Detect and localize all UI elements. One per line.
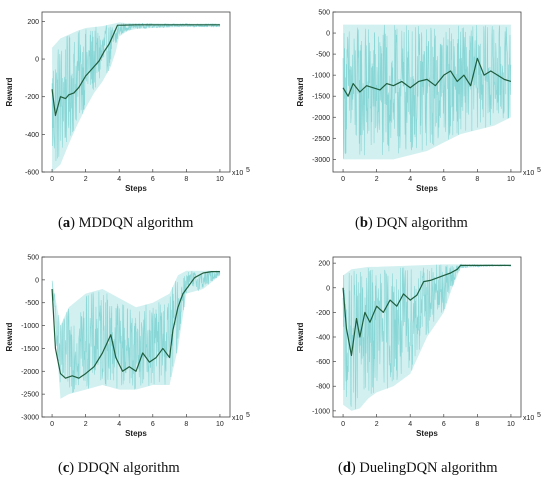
x-tick-label: 10: [507, 421, 515, 428]
x-multiplier: x10: [232, 170, 243, 177]
y-tick-label: -1000: [312, 408, 330, 415]
y-tick-label: -800: [316, 384, 330, 391]
plot-frame: [41, 256, 231, 418]
y-tick-label: -600: [25, 170, 39, 177]
x-tick-label: 10: [216, 176, 224, 183]
raw-band-c: [52, 270, 220, 399]
raw-series-c: [51, 270, 221, 393]
x-tick-label: 0: [50, 176, 54, 183]
smoothed-series-d: [342, 264, 511, 357]
x-tick-label: 8: [184, 176, 188, 183]
x-multiplier: x10: [523, 415, 534, 422]
y-tick-label: -3000: [21, 415, 39, 422]
plot-frame: [41, 11, 231, 173]
raw-series-b: [342, 24, 512, 159]
y-tick-label: -1500: [21, 346, 39, 353]
x-tick-label: 8: [475, 176, 479, 183]
x-axis-label: Steps: [125, 184, 147, 193]
y-tick-label: 0: [326, 31, 330, 38]
y-tick-label: -600: [316, 359, 330, 366]
caption-d: (d) DuelingDQN algorithm: [338, 460, 498, 476]
x-exponent: 5: [246, 412, 250, 419]
chart-b: 0 2 4 6 8 10 -3000 -2500 -2000 -1500 -1000 -500 0 500…: [296, 10, 541, 194]
x-tick-label: 4: [408, 176, 412, 183]
y-tick-label: -400: [316, 335, 330, 342]
y-tick-label: 0: [35, 277, 39, 284]
y-tick-label: -200: [316, 310, 330, 317]
caption-a: (a) MDDQN algorithm: [58, 215, 194, 231]
x-axis-label: Steps: [416, 429, 438, 438]
x-tick-label: 4: [117, 421, 121, 428]
y-tick-label: 500: [27, 255, 39, 262]
smoothed-series-a: [51, 24, 220, 117]
y-axis-label: Reward: [296, 322, 305, 351]
y-tick-label: -3000: [312, 157, 330, 164]
x-tick-label: 2: [375, 176, 379, 183]
x-multiplier: x10: [523, 170, 534, 177]
x-tick-label: 0: [341, 176, 345, 183]
x-exponent: 5: [537, 167, 541, 174]
y-tick-label: 0: [326, 285, 330, 292]
y-tick-label: -2500: [21, 392, 39, 399]
x-tick-label: 0: [50, 421, 54, 428]
x-tick-label: 6: [442, 421, 446, 428]
y-tick-label: -1000: [312, 73, 330, 80]
y-tick-label: -2000: [21, 369, 39, 376]
y-tick-label: -500: [25, 300, 39, 307]
y-tick-label: 500: [318, 10, 330, 17]
y-tick-label: -200: [25, 94, 39, 101]
plot-frame: [332, 11, 522, 173]
x-tick-label: 6: [151, 176, 155, 183]
x-axis-label: Steps: [125, 429, 147, 438]
x-tick-label: 8: [475, 421, 479, 428]
x-exponent: 5: [537, 412, 541, 419]
chart-a: 0 2 4 6 8 10 -600 -400 -200 0 200 Steps Reward x10 5: [5, 11, 250, 193]
x-tick-label: 2: [375, 421, 379, 428]
y-axis-label: Reward: [5, 77, 14, 106]
y-tick-label: -400: [25, 132, 39, 139]
x-tick-label: 10: [507, 176, 515, 183]
x-axis-label: Steps: [416, 184, 438, 193]
caption-c: (c) DDQN algorithm: [58, 460, 180, 476]
y-tick-label: -1000: [21, 323, 39, 330]
y-tick-label: -500: [316, 52, 330, 59]
y-tick-label: 200: [318, 261, 330, 268]
y-axis-label: Reward: [296, 77, 305, 106]
x-tick-label: 0: [341, 421, 345, 428]
raw-band-a: [52, 22, 220, 173]
y-tick-label: 0: [35, 57, 39, 64]
x-tick-label: 10: [216, 421, 224, 428]
smoothed-series-c: [51, 271, 220, 379]
y-axis-label: Reward: [5, 322, 14, 351]
chart-d: 0 2 4 6 8 10 -1000 -800 -600 -400 -200 0 200 Steps Rew…: [296, 256, 541, 438]
y-tick-label: -2000: [312, 115, 330, 122]
x-tick-label: 2: [84, 421, 88, 428]
chart-c: 0 2 4 6 8 10 -3000 -2500 -2000 -1500 -1000 -500 0 500…: [5, 255, 250, 439]
x-tick-label: 2: [84, 176, 88, 183]
smoothed-series-b: [342, 57, 512, 97]
x-tick-label: 6: [151, 421, 155, 428]
x-tick-label: 8: [184, 421, 188, 428]
y-tick-label: -1500: [312, 94, 330, 101]
x-tick-label: 6: [442, 176, 446, 183]
y-tick-label: 200: [27, 19, 39, 26]
y-tick-label: -2500: [312, 136, 330, 143]
x-tick-label: 4: [408, 421, 412, 428]
raw-band-d: [343, 264, 511, 411]
x-multiplier: x10: [232, 415, 243, 422]
x-tick-label: 4: [117, 176, 121, 183]
caption-b: (b) DQN algorithm: [355, 215, 468, 231]
x-exponent: 5: [246, 167, 250, 174]
